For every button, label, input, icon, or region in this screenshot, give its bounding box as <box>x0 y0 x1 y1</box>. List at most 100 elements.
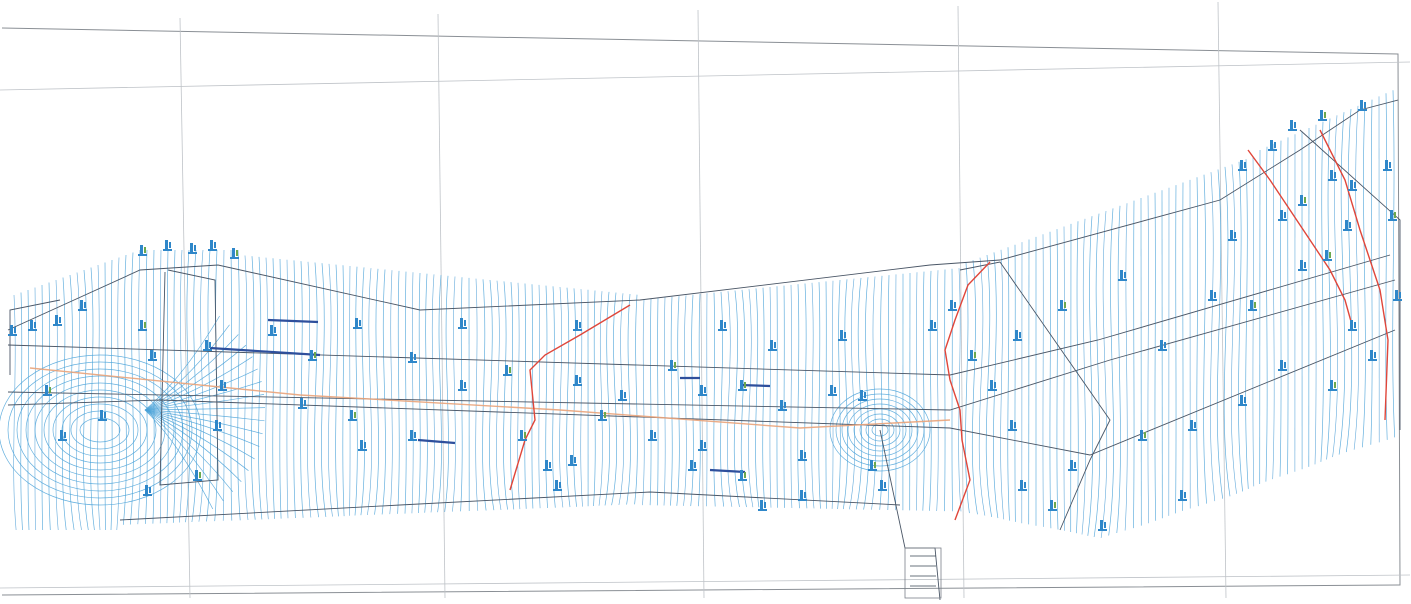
contour-line <box>842 279 848 510</box>
contour-line <box>335 264 339 517</box>
contour-line <box>1320 121 1324 462</box>
contour-line <box>185 249 190 523</box>
contour-line <box>116 257 120 531</box>
contour-line <box>314 262 319 518</box>
contour-line <box>670 296 673 506</box>
survey-point-marker <box>738 380 747 391</box>
contour-line <box>272 258 275 519</box>
survey-point-marker <box>928 320 937 331</box>
survey-point-marker <box>543 460 552 471</box>
survey-point-marker <box>1098 520 1107 531</box>
survey-point-marker <box>1343 220 1352 231</box>
survey-point-marker <box>213 420 222 431</box>
contour-line <box>144 324 230 411</box>
survey-point-marker <box>698 440 707 451</box>
contour-lines <box>0 90 1396 538</box>
contour-line <box>43 389 157 471</box>
contour-line <box>489 279 495 511</box>
survey-points <box>8 100 1402 531</box>
contour-line <box>863 277 870 510</box>
contour-line <box>1108 208 1115 536</box>
contour-line <box>566 287 571 508</box>
survey-point-marker <box>1323 250 1332 261</box>
contour-line <box>25 375 175 485</box>
contour-line <box>145 249 148 524</box>
contour-line <box>265 257 269 520</box>
survey-point-marker <box>1298 260 1307 271</box>
contour-line <box>733 290 740 507</box>
contour-line <box>1345 108 1353 453</box>
survey-point-marker <box>43 385 52 396</box>
contour-line <box>1081 218 1086 535</box>
survey-point-marker <box>208 240 217 251</box>
survey-point-marker <box>1008 420 1017 431</box>
contour-line <box>1272 143 1275 480</box>
contour-line <box>1133 200 1135 529</box>
survey-point-marker <box>968 350 977 361</box>
contour-line <box>41 284 44 531</box>
contour-line <box>797 284 800 509</box>
survey-point-marker <box>98 410 107 421</box>
contour-line <box>16 368 184 492</box>
contour-line <box>1314 124 1317 465</box>
contour-line <box>122 254 127 525</box>
contour-line <box>649 298 652 506</box>
contour-line <box>354 266 358 516</box>
contour-line <box>321 263 327 517</box>
survey-point-marker <box>1208 290 1217 301</box>
contour-line <box>144 409 249 471</box>
survey-point-marker <box>718 320 727 331</box>
contour-line <box>244 255 249 521</box>
survey-point-marker <box>768 340 777 351</box>
contour-line <box>740 289 747 508</box>
contour-line <box>916 272 918 511</box>
contour-line <box>144 409 234 493</box>
contour-line <box>790 284 793 509</box>
contour-line <box>825 281 827 509</box>
contour-line <box>307 261 312 518</box>
contour-line <box>206 249 211 522</box>
contour-line <box>837 279 841 510</box>
contour-line <box>0 354 202 506</box>
contour-line <box>849 278 856 510</box>
contour-line <box>1245 159 1249 489</box>
survey-point-marker <box>1328 380 1337 391</box>
contour-line <box>580 289 583 507</box>
contour-line <box>75 272 82 531</box>
contour-line <box>748 289 754 508</box>
survey-point-marker <box>143 485 152 496</box>
contour-line <box>690 294 694 507</box>
contour-line <box>762 287 766 508</box>
contour-line <box>144 409 242 482</box>
contour-line <box>531 284 534 509</box>
contour-line <box>1238 161 1243 492</box>
contour-line <box>1000 249 1005 520</box>
contour-line <box>1063 226 1065 531</box>
survey-point-marker <box>1348 320 1357 331</box>
survey-point-marker <box>828 385 837 396</box>
contour-line <box>769 286 772 508</box>
survey-point-marker <box>408 352 417 363</box>
survey-point-marker <box>698 385 707 396</box>
survey-point-marker <box>148 350 157 361</box>
corridor-boundary <box>7 99 1401 601</box>
contour-line <box>166 249 169 524</box>
contour-line <box>727 291 733 507</box>
contour-line <box>137 249 141 525</box>
stream-lines <box>509 129 1389 521</box>
survey-point-marker <box>878 480 887 491</box>
contour-line <box>676 296 680 506</box>
contour-line <box>360 267 365 516</box>
contour-line <box>328 263 333 517</box>
contour-line <box>865 418 895 442</box>
contour-line <box>68 274 75 531</box>
contour-line <box>1196 177 1199 507</box>
contour-line <box>144 409 260 447</box>
contour-line <box>634 294 638 505</box>
contour-line <box>1076 221 1079 534</box>
contour-line <box>55 279 59 531</box>
contour-line <box>48 282 51 531</box>
contour-line <box>1338 112 1346 455</box>
